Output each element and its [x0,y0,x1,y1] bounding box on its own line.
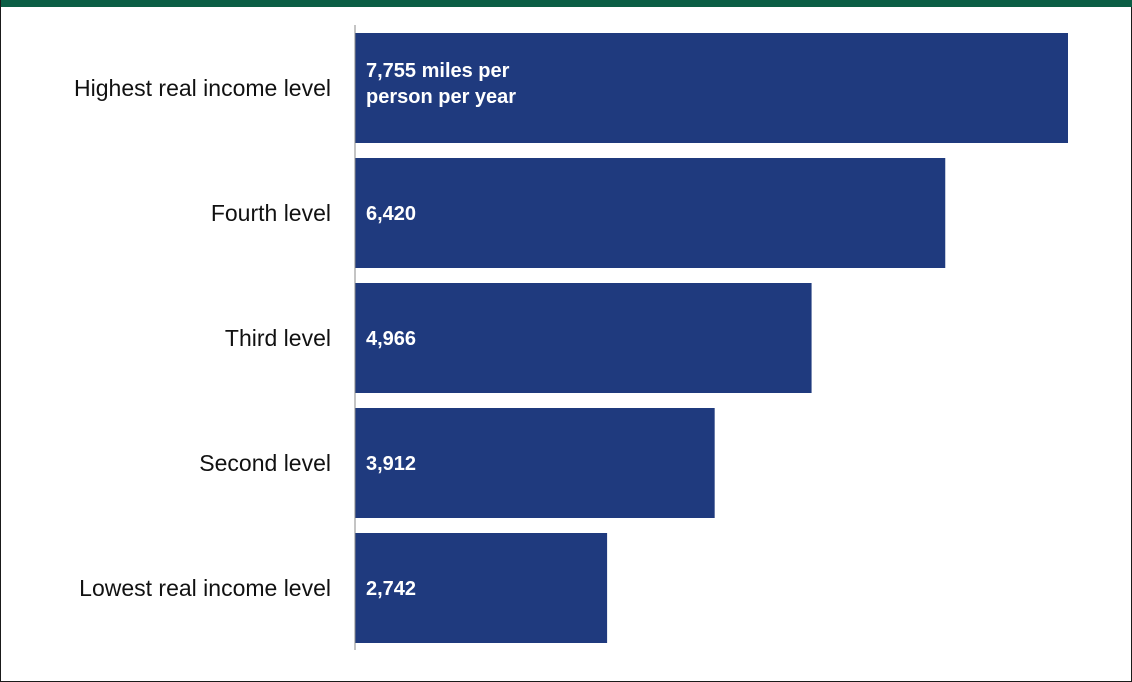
category-labels-group: Highest real income level Fourth level Thi… [74,75,331,601]
category-label-4: Second level [199,450,331,476]
category-label-2: Fourth level [211,200,331,226]
top-color-band [1,0,1132,7]
data-labels-group: 7,755 miles per person per year 6,420 4,966… [366,60,516,600]
bar-3 [355,283,812,393]
bars-group [355,33,1068,643]
data-label-4: 3,912 [366,453,416,475]
category-label-5: Lowest real income level [79,575,331,601]
data-label-2: 6,420 [366,203,416,225]
data-label-5: 2,742 [366,578,416,600]
bar-2 [355,158,946,268]
data-label-1: 7,755 miles per person per year [366,60,516,108]
bar-5 [355,533,608,643]
bar-4 [355,408,715,518]
data-label-3: 4,966 [366,328,416,350]
category-label-3: Third level [225,325,331,351]
category-label-1: Highest real income level [74,75,331,101]
bar-1 [355,33,1068,143]
